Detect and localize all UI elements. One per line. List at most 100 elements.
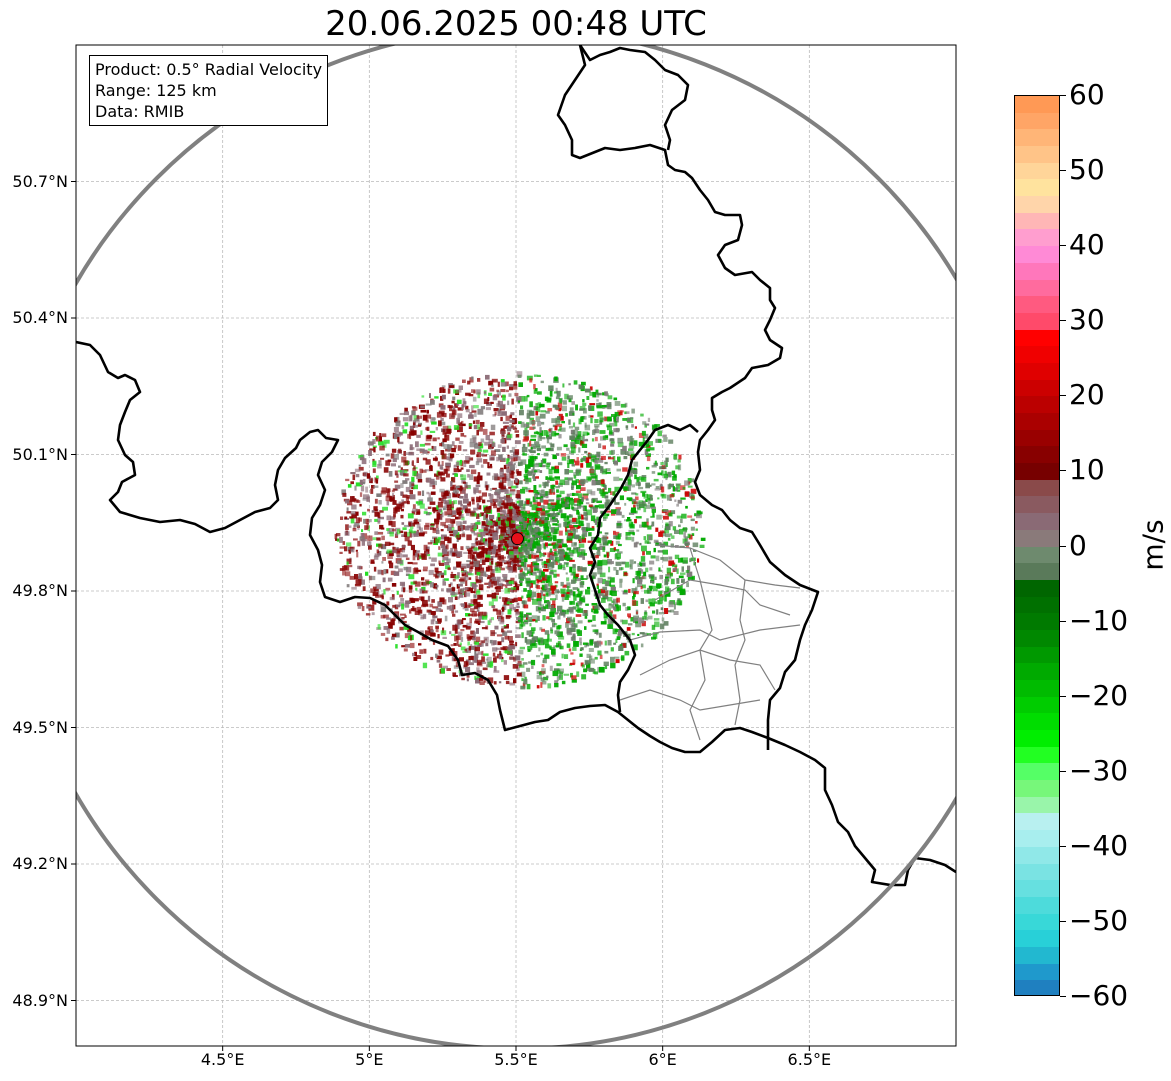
colorbar-tick (1060, 545, 1066, 547)
colorbar-tick-label: 0 (1069, 528, 1087, 562)
y-tick-label: 49.2°N (12, 854, 68, 873)
colorbar-tick-label: −40 (1069, 828, 1129, 862)
colorbar-segment (1015, 763, 1059, 781)
colorbar-segment (1015, 262, 1059, 281)
colorbar-segment (1015, 613, 1059, 631)
colorbar-segment (1015, 196, 1059, 214)
colorbar-tick (1060, 845, 1066, 847)
colorbar-tick (1060, 920, 1066, 922)
colorbar-segment (1015, 696, 1059, 714)
colorbar-tick (1060, 770, 1066, 772)
y-tick-label: 49.8°N (12, 581, 68, 600)
colorbar-segment (1015, 946, 1059, 965)
colorbar-segment (1015, 379, 1059, 397)
colorbar-segment (1015, 546, 1059, 564)
colorbar-tick (1060, 395, 1066, 397)
x-tick-label: 5°E (355, 1050, 384, 1069)
colorbar-segment (1015, 279, 1059, 297)
colorbar-segment (1015, 896, 1059, 915)
colorbar-segment (1015, 813, 1059, 831)
colorbar-tick-label: −30 (1069, 753, 1129, 787)
colorbar-segment (1015, 579, 1059, 598)
colorbar-segment (1015, 913, 1059, 931)
range-label: Range: 125 km (95, 81, 217, 100)
colorbar-segment (1015, 96, 1059, 114)
colorbar-tick-label: −60 (1069, 979, 1129, 1012)
admin-boundaries (619, 544, 801, 741)
colorbar-tick (1060, 245, 1066, 247)
colorbar-segment (1015, 713, 1059, 731)
colorbar-segment (1015, 396, 1059, 414)
x-tick-label: 6.5°E (787, 1050, 832, 1069)
map-title: 20.06.2025 00:48 UTC (325, 4, 707, 44)
colorbar-segment (1015, 796, 1059, 815)
colorbar-tick-label: 50 (1069, 153, 1105, 187)
y-tick-label: 50.1°N (12, 444, 68, 464)
colorbar-segment (1015, 246, 1059, 264)
colorbar-segment (1015, 229, 1059, 247)
colorbar-segment (1015, 513, 1059, 531)
colorbar-segment (1015, 446, 1059, 464)
y-tick-label: 49.5°N (12, 717, 68, 737)
x-tick-label: 4.5°E (200, 1050, 245, 1069)
y-tick-label: 50.7°N (12, 171, 68, 191)
y-tick-label: 50.4°N (12, 308, 68, 327)
y-tick-label: 48.9°N (12, 990, 68, 1010)
colorbar-tick-label: 60 (1069, 78, 1105, 111)
colorbar-segment (1015, 730, 1059, 748)
colorbar-segment (1015, 629, 1059, 648)
colorbar-segment (1015, 646, 1059, 664)
colorbar-segment (1015, 362, 1059, 381)
colorbar-tick (1060, 170, 1066, 172)
colorbar-segment (1015, 746, 1059, 764)
colorbar-tick (1060, 470, 1066, 472)
colorbar-segment (1015, 563, 1059, 581)
colorbar-segment (1015, 296, 1059, 314)
colorbar-segment (1015, 679, 1059, 698)
colorbar-segment (1015, 596, 1059, 614)
colorbar-tick (1060, 95, 1066, 96)
colorbar-tick (1060, 695, 1066, 697)
colorbar-tick-label: 10 (1069, 453, 1105, 487)
colorbar-segment (1015, 930, 1059, 948)
colorbar-segment (1015, 980, 1059, 995)
colorbar-segment (1015, 529, 1059, 548)
colorbar-segment (1015, 129, 1059, 147)
x-tick-label: 6°E (648, 1050, 677, 1069)
velocity-colorbar (1014, 95, 1060, 996)
axis-ticks (71, 181, 810, 1051)
colorbar-tick-label: −10 (1069, 603, 1129, 637)
colorbar-segment (1015, 112, 1059, 130)
x-tick-label: 5.5°E (494, 1050, 538, 1069)
colorbar-tick (1060, 620, 1066, 622)
colorbar-segment (1015, 963, 1059, 981)
colorbar-segment (1015, 463, 1059, 481)
colorbar-tick-label: 30 (1069, 303, 1105, 337)
colorbar-segment (1015, 830, 1059, 848)
radar-site-marker[interactable] (510, 532, 524, 546)
national-borders (76, 45, 956, 887)
product-info-box: Product: 0.5° Radial Velocity Range: 125… (89, 55, 329, 126)
colorbar-tick-label: 20 (1069, 378, 1105, 412)
colorbar-segment (1015, 846, 1059, 865)
colorbar-segment (1015, 162, 1059, 181)
colorbar-segment (1015, 479, 1059, 498)
colorbar-tick (1060, 320, 1066, 322)
colorbar-segment (1015, 880, 1059, 898)
colorbar-segment (1015, 346, 1059, 364)
colorbar-tick (1060, 996, 1066, 997)
colorbar-segment (1015, 212, 1059, 231)
product-label: Product: 0.5° Radial Velocity (95, 60, 323, 79)
colorbar-segment (1015, 413, 1059, 431)
colorbar-segment (1015, 663, 1059, 681)
colorbar-tick-label: −50 (1069, 903, 1129, 937)
colorbar-segment (1015, 329, 1059, 347)
colorbar-tick-label: 40 (1069, 228, 1105, 262)
colorbar-segment (1015, 780, 1059, 798)
colorbar-segment (1015, 863, 1059, 881)
colorbar-segment (1015, 179, 1059, 197)
colorbar-segment (1015, 146, 1059, 164)
colorbar-unit-label: m/s (1136, 519, 1170, 571)
colorbar-segment (1015, 429, 1059, 447)
